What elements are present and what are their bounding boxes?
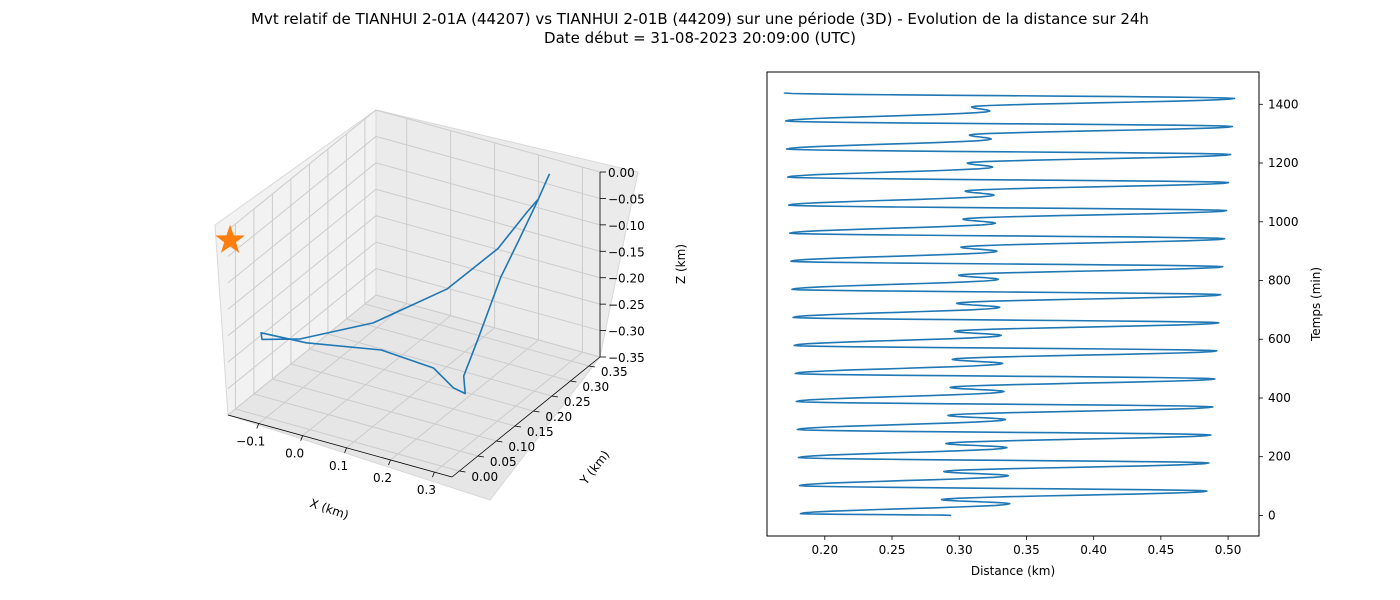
y-tick-label-2d: 600 bbox=[1268, 332, 1291, 346]
x-tick-label-2d: 0.50 bbox=[1215, 543, 1242, 557]
x-axis-label-2d: Distance (km) bbox=[971, 564, 1055, 578]
y-gridline-floor bbox=[253, 393, 479, 457]
y-tick-label-2d: 1000 bbox=[1268, 215, 1299, 229]
x-tick-label-3d: −0.1 bbox=[236, 435, 265, 449]
y-tick-3d bbox=[570, 380, 577, 383]
distance-curve bbox=[783, 91, 1236, 517]
y-gridline-floor bbox=[364, 303, 590, 367]
z-gridline bbox=[227, 294, 601, 416]
x-axis-label-3d: X (km) bbox=[308, 496, 350, 522]
y-gridline-floor bbox=[309, 348, 534, 412]
figure-title: Mvt relatif de TIANHUI 2-01A (44207) vs … bbox=[0, 10, 1400, 48]
x-gridline-floor bbox=[258, 303, 408, 424]
start-star-marker bbox=[215, 224, 245, 253]
z-tick-label-3d: −0.10 bbox=[608, 219, 645, 233]
y-tick-3d bbox=[514, 425, 521, 428]
y-tick-3d bbox=[477, 455, 484, 458]
x-axis-line bbox=[227, 414, 453, 478]
y-tick-label-3d: 0.00 bbox=[471, 470, 498, 484]
y-gridline-floor bbox=[272, 378, 497, 442]
y-tick-label-3d: 0.25 bbox=[564, 395, 591, 409]
x-tick-3d bbox=[256, 423, 260, 429]
y-tick-label-2d: 0 bbox=[1268, 508, 1276, 522]
y-tick-3d bbox=[496, 440, 503, 443]
z-gridline bbox=[227, 162, 601, 284]
y-tick-label-3d: 0.20 bbox=[545, 410, 572, 424]
distance-line bbox=[783, 91, 1236, 517]
x-tick-3d bbox=[388, 459, 391, 466]
y-tick-label-3d: 0.15 bbox=[527, 425, 554, 439]
x-gridline-floor bbox=[302, 315, 451, 437]
relative-motion-3d-chart: −0.10.00.10.20.30.000.050.100.150.200.25… bbox=[214, 109, 688, 522]
x-tick-label-3d: 0.1 bbox=[329, 459, 348, 473]
figure-title-line-2: Date début = 31-08-2023 20:09:00 (UTC) bbox=[544, 29, 856, 47]
y-axis-label-2d: Temps (min) bbox=[1309, 267, 1323, 342]
y-tick-3d bbox=[533, 410, 540, 413]
y-tick-label-3d: 0.10 bbox=[508, 440, 535, 454]
figure-title-line-1: Mvt relatif de TIANHUI 2-01A (44207) vs … bbox=[251, 10, 1149, 28]
x-tick-label-2d: 0.40 bbox=[1080, 543, 1107, 557]
y-axis-label-3d: Y (km) bbox=[577, 448, 613, 488]
y-tick-label-3d: 0.30 bbox=[582, 380, 609, 394]
y-tick-label-3d: 0.35 bbox=[601, 365, 628, 379]
y-tick-label-2d: 800 bbox=[1268, 274, 1291, 288]
y-tick-label-2d: 200 bbox=[1268, 450, 1291, 464]
y-gridline-floor bbox=[290, 363, 516, 427]
distance-time-chart: 0.20 0.25 0.30 0.35 0.40 0.45 0.50 0 200 400 600 80… bbox=[766, 71, 1323, 578]
z-gridline bbox=[227, 215, 601, 337]
x-gridline-floor bbox=[434, 351, 583, 473]
z-gridline bbox=[227, 135, 601, 257]
y-gridline-floor bbox=[327, 333, 553, 397]
x-tick-label-3d: 0.2 bbox=[373, 471, 392, 485]
x-tick-3d bbox=[344, 447, 347, 453]
x-gridline-floor bbox=[390, 339, 539, 461]
x-tick-3d bbox=[300, 435, 304, 441]
x-tick-label-2d: 0.20 bbox=[811, 543, 838, 557]
y-tick-label-2d: 1200 bbox=[1268, 156, 1299, 170]
x-tick-label-2d: 0.35 bbox=[1013, 543, 1040, 557]
x-gridline-floor bbox=[346, 327, 495, 449]
z-tick-label-3d: −0.35 bbox=[608, 351, 645, 365]
axes-3d: −0.10.00.10.20.30.000.050.100.150.200.25… bbox=[227, 166, 645, 497]
z-tick-label-3d: −0.15 bbox=[608, 245, 645, 259]
y-gridline-floor bbox=[346, 318, 571, 382]
y-axis-line bbox=[451, 356, 601, 478]
y-tick-label-2d: 1400 bbox=[1268, 97, 1299, 111]
y-tick-3d bbox=[588, 365, 595, 368]
y-tick-3d bbox=[459, 470, 466, 473]
plot-area-frame bbox=[766, 71, 1260, 537]
z-tick-label-3d: −0.20 bbox=[608, 272, 645, 286]
z-gridline bbox=[227, 188, 601, 310]
y-tick-label-2d: 400 bbox=[1268, 391, 1291, 405]
grid-3d bbox=[227, 109, 601, 473]
z-tick-label-3d: 0.00 bbox=[608, 166, 635, 180]
z-gridline bbox=[227, 109, 601, 231]
z-tick-label-3d: −0.30 bbox=[608, 325, 645, 339]
y-tick-3d bbox=[551, 395, 558, 398]
z-gridline bbox=[227, 241, 601, 363]
y-tick-label-3d: 0.05 bbox=[490, 455, 517, 469]
trajectory-line bbox=[260, 173, 551, 395]
z-tick-label-3d: −0.05 bbox=[608, 192, 645, 206]
x-tick-label-2d: 0.25 bbox=[879, 543, 906, 557]
z-axis-label-3d: Z (km) bbox=[674, 244, 688, 284]
x-tick-label-3d: 0.3 bbox=[417, 483, 436, 497]
z-tick-label-3d: −0.25 bbox=[608, 298, 645, 312]
x-tick-label-2d: 0.45 bbox=[1148, 543, 1175, 557]
trajectory-3d bbox=[215, 173, 551, 395]
axes-2d: 0.20 0.25 0.30 0.35 0.40 0.45 0.50 0 200 400 600 80… bbox=[811, 97, 1298, 557]
x-tick-3d bbox=[432, 471, 435, 478]
y-gridline-floor bbox=[235, 408, 460, 472]
z-gridline bbox=[227, 268, 601, 389]
x-tick-label-2d: 0.30 bbox=[946, 543, 973, 557]
x-tick-label-3d: 0.0 bbox=[285, 447, 304, 461]
